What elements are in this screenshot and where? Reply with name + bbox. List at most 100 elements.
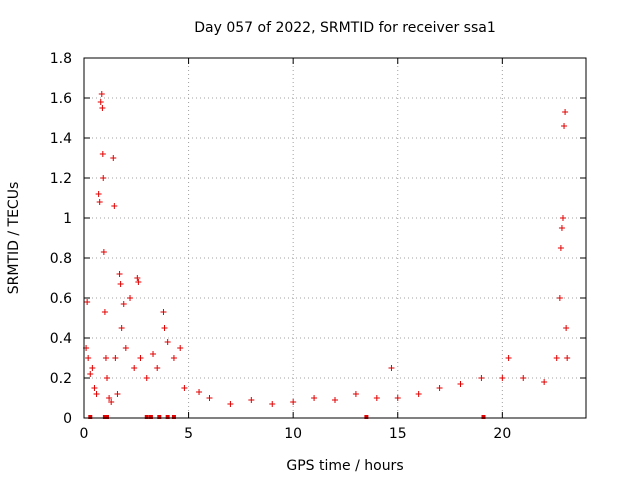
- data-point: [134, 275, 141, 281]
- data-point: [99, 151, 106, 157]
- data-point: [352, 391, 359, 397]
- data-point: [104, 375, 111, 381]
- data-point: [177, 345, 184, 351]
- zero-marker: [364, 415, 369, 419]
- chart-title: Day 057 of 2022, SRMTID for receiver ssa…: [194, 20, 496, 36]
- y-tick-label: 0.6: [50, 291, 72, 307]
- data-point: [99, 105, 106, 111]
- data-point: [160, 309, 167, 315]
- data-point: [135, 279, 142, 285]
- y-tick-label: 0.2: [50, 371, 72, 387]
- data-point: [102, 355, 109, 361]
- data-point: [154, 365, 161, 371]
- data-point: [127, 295, 134, 301]
- data-point: [91, 385, 98, 391]
- data-point: [161, 325, 168, 331]
- data-point: [559, 215, 566, 221]
- zero-marker: [171, 415, 176, 419]
- data-point: [84, 299, 91, 305]
- y-tick-label: 0.8: [50, 251, 72, 267]
- y-tick-label: 1.8: [50, 51, 72, 67]
- zero-marker: [144, 415, 149, 419]
- zero-marker: [157, 415, 162, 419]
- x-tick-label: 20: [493, 426, 511, 442]
- data-point: [112, 355, 119, 361]
- y-tick-label: 1.4: [50, 131, 72, 147]
- zero-marker: [148, 415, 153, 419]
- data-point: [108, 399, 115, 405]
- y-axis-label: SRMTID / TECUs: [6, 182, 22, 295]
- y-tick-label: 0.4: [50, 331, 72, 347]
- data-point: [311, 395, 318, 401]
- data-point: [415, 391, 422, 397]
- x-tick-label: 15: [389, 426, 407, 442]
- data-layer: [83, 91, 571, 419]
- tick-layer: 0 5 10 15 20 0 0.2 0.4 0.6 0.8 1 1.2 1.4 1.6 1.8: [50, 51, 586, 442]
- plot-frame: [83, 57, 587, 419]
- data-point: [562, 109, 569, 115]
- data-point: [196, 389, 203, 395]
- data-point: [100, 249, 107, 255]
- data-point: [541, 379, 548, 385]
- data-point: [520, 375, 527, 381]
- data-point: [373, 395, 380, 401]
- data-point: [478, 375, 485, 381]
- data-point: [131, 365, 138, 371]
- x-tick-label: 0: [80, 426, 89, 442]
- data-point: [114, 391, 121, 397]
- data-point: [290, 399, 297, 405]
- data-point: [457, 381, 464, 387]
- data-point: [98, 91, 105, 97]
- y-tick-label: 1.6: [50, 91, 72, 107]
- data-point: [499, 375, 506, 381]
- data-point: [118, 325, 125, 331]
- data-point: [89, 365, 96, 371]
- data-point: [85, 355, 92, 361]
- data-point: [93, 391, 100, 397]
- x-tick-label: 10: [284, 426, 302, 442]
- data-point: [269, 401, 276, 407]
- data-point: [564, 355, 571, 361]
- data-point: [117, 281, 124, 287]
- data-point: [556, 295, 563, 301]
- data-point: [558, 225, 565, 231]
- zero-marker: [165, 415, 170, 419]
- data-point: [137, 355, 144, 361]
- data-point: [557, 245, 564, 251]
- data-point: [106, 395, 113, 401]
- data-point: [143, 375, 150, 381]
- data-point: [388, 365, 395, 371]
- data-point: [96, 199, 103, 205]
- data-point: [227, 401, 234, 407]
- data-point: [116, 271, 123, 277]
- data-point: [206, 395, 213, 401]
- data-point: [563, 325, 570, 331]
- data-point: [111, 203, 118, 209]
- data-point: [248, 397, 255, 403]
- data-point: [170, 355, 177, 361]
- data-point: [122, 345, 129, 351]
- data-point: [505, 355, 512, 361]
- data-point: [164, 339, 171, 345]
- data-point: [97, 99, 104, 105]
- data-point: [110, 155, 117, 161]
- y-tick-label: 0: [63, 411, 72, 427]
- data-point: [394, 395, 401, 401]
- zero-marker: [481, 415, 486, 419]
- zero-marker: [105, 415, 110, 419]
- y-tick-label: 1: [63, 211, 72, 227]
- zero-marker: [102, 415, 107, 419]
- data-point: [332, 397, 338, 403]
- grid-layer: [84, 58, 586, 418]
- data-point: [87, 371, 94, 377]
- data-point: [436, 385, 443, 391]
- data-point: [150, 351, 157, 357]
- data-point: [553, 355, 560, 361]
- data-point: [181, 385, 188, 391]
- data-point: [101, 309, 108, 315]
- data-point: [561, 123, 568, 129]
- x-axis-label: GPS time / hours: [286, 458, 403, 474]
- data-point: [120, 301, 127, 307]
- data-point: [100, 175, 107, 181]
